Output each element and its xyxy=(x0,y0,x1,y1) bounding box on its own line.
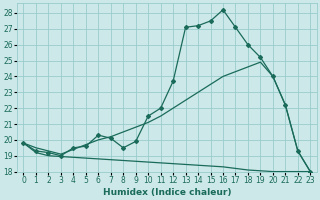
X-axis label: Humidex (Indice chaleur): Humidex (Indice chaleur) xyxy=(103,188,231,197)
